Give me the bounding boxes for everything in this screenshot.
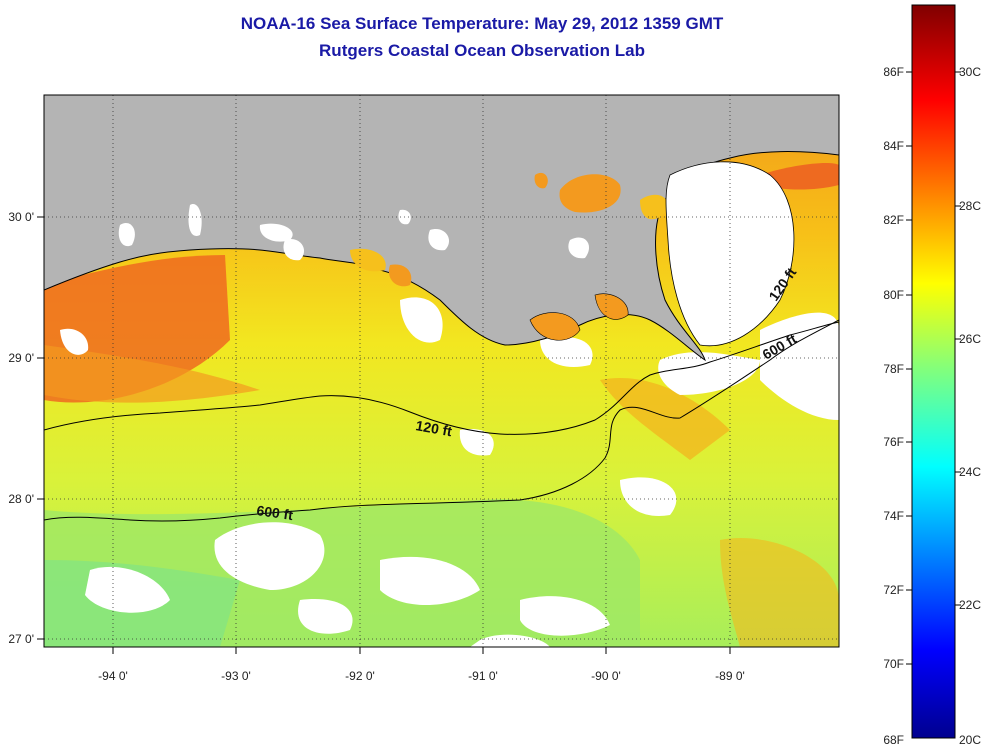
colorbar-f-label: 80F bbox=[883, 288, 904, 302]
colorbar-c-label: 22C bbox=[959, 598, 981, 612]
lon-tick-label: -92 0' bbox=[345, 669, 375, 683]
contour-600ft bbox=[44, 319, 839, 522]
lon-tick-label: -93 0' bbox=[221, 669, 251, 683]
lat-tick-label: 30 0' bbox=[8, 210, 34, 224]
lat-tick-label: 27 0' bbox=[8, 632, 34, 646]
colorbar-c-label: 28C bbox=[959, 199, 981, 213]
contour-label: 120 ft bbox=[414, 417, 453, 439]
colorbar-f-label: 76F bbox=[883, 435, 904, 449]
colorbar-f-label: 68F bbox=[883, 733, 904, 747]
contour-label: 600 ft bbox=[256, 502, 295, 523]
cloud-cover bbox=[60, 297, 839, 647]
contour-120ft bbox=[44, 321, 839, 435]
lon-tick-label: -94 0' bbox=[98, 669, 128, 683]
lon-tick-label: -90 0' bbox=[591, 669, 621, 683]
lon-tick-label: -89 0' bbox=[715, 669, 745, 683]
lat-tick-label: 29 0' bbox=[8, 351, 34, 365]
colorbar-f-label: 86F bbox=[883, 65, 904, 79]
graticule bbox=[44, 95, 839, 647]
map-frame bbox=[43, 94, 840, 648]
lake-pontchartrain bbox=[559, 174, 621, 213]
colorbar-f-label: 72F bbox=[883, 583, 904, 597]
colorbar-f-label: 74F bbox=[883, 509, 904, 523]
delta-cloud bbox=[665, 161, 795, 347]
colorbar-c-label: 20C bbox=[959, 733, 981, 747]
lon-tick-label: -91 0' bbox=[468, 669, 498, 683]
colorbar-c-label: 30C bbox=[959, 65, 981, 79]
colorbar-f-label: 84F bbox=[883, 139, 904, 153]
map-subtitle: Rutgers Coastal Ocean Observation Lab bbox=[319, 41, 645, 60]
colorbar-c-label: 24C bbox=[959, 465, 981, 479]
colorbar-f-label: 70F bbox=[883, 657, 904, 671]
colorbar bbox=[911, 4, 956, 739]
colorbar-f-label: 78F bbox=[883, 362, 904, 376]
colorbar-f-label: 82F bbox=[883, 213, 904, 227]
lat-tick-label: 28 0' bbox=[8, 492, 34, 506]
axis-ticks bbox=[37, 216, 731, 654]
colorbar-c-label: 26C bbox=[959, 332, 981, 346]
map-title: NOAA-16 Sea Surface Temperature: May 29,… bbox=[240, 14, 724, 33]
